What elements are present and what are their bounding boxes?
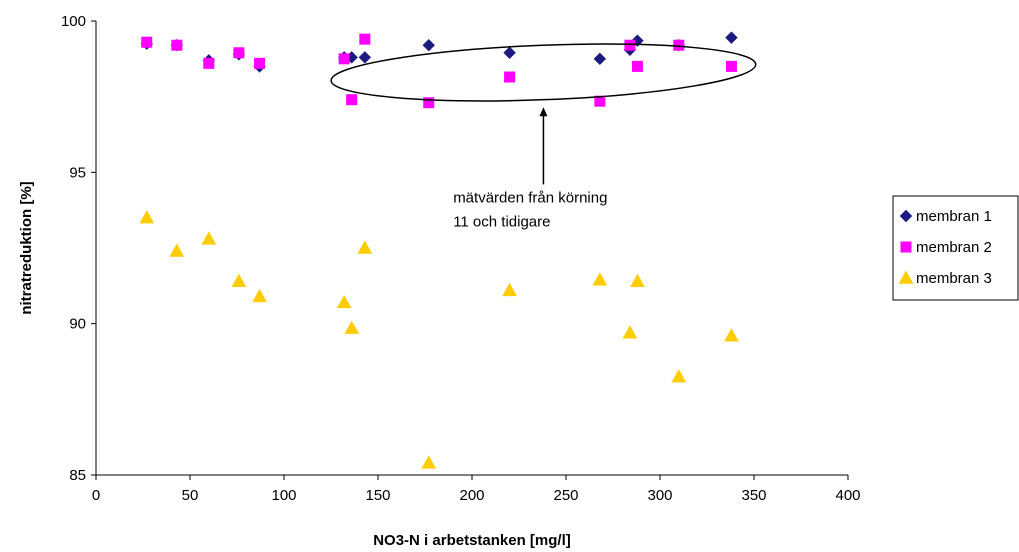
x-tick-label: 100 bbox=[271, 487, 296, 504]
x-tick-label: 200 bbox=[459, 487, 484, 504]
data-point bbox=[624, 39, 636, 51]
annotation: mätvärden från körning 11 och tidigare bbox=[330, 43, 757, 231]
data-point bbox=[671, 369, 687, 383]
x-tick-label: 400 bbox=[835, 487, 860, 504]
x-tick-label: 350 bbox=[741, 487, 766, 504]
x-tick-label: 0 bbox=[92, 487, 100, 504]
annotation-text-line: mätvärden från körning bbox=[453, 190, 607, 207]
data-point bbox=[594, 95, 606, 107]
data-point bbox=[423, 97, 435, 109]
data-point bbox=[357, 240, 373, 254]
x-tick-label: 300 bbox=[647, 487, 672, 504]
data-point bbox=[593, 52, 607, 66]
data-point bbox=[622, 325, 638, 339]
data-point bbox=[359, 33, 371, 45]
data-point bbox=[203, 57, 215, 69]
legend-label: membran 3 bbox=[916, 270, 992, 287]
data-point bbox=[233, 47, 245, 59]
data-marks bbox=[139, 31, 739, 469]
x-tick-label: 250 bbox=[553, 487, 578, 504]
data-point bbox=[630, 273, 645, 287]
data-point bbox=[724, 328, 739, 342]
data-point bbox=[338, 53, 350, 65]
y-tick-label: 90 bbox=[69, 316, 86, 333]
data-point bbox=[336, 294, 352, 309]
x-tick-label: 150 bbox=[365, 487, 390, 504]
data-point bbox=[631, 60, 643, 72]
y-axis-title: nitratreduktion [%] bbox=[18, 181, 35, 314]
x-axis-title: NO3-N i arbetstanken [mg/l] bbox=[373, 532, 571, 549]
legend-label: membran 2 bbox=[916, 239, 992, 256]
legend-box bbox=[892, 195, 1019, 301]
data-point bbox=[421, 455, 437, 469]
y-tick-label: 100 bbox=[61, 13, 86, 30]
data-point bbox=[344, 320, 360, 334]
legend-label: membran 1 bbox=[916, 208, 992, 225]
data-point bbox=[231, 273, 247, 287]
data-point bbox=[254, 57, 266, 69]
y-tick-label: 95 bbox=[69, 164, 86, 181]
data-point bbox=[725, 31, 738, 44]
data-point bbox=[169, 243, 185, 257]
annotation-text-line: 11 och tidigare bbox=[453, 214, 550, 231]
series-2 bbox=[141, 33, 737, 109]
legend-marker bbox=[899, 209, 913, 223]
legend-marker bbox=[898, 270, 914, 284]
data-point bbox=[171, 39, 183, 51]
data-point bbox=[141, 36, 153, 48]
data-point bbox=[346, 94, 358, 106]
data-point bbox=[503, 46, 516, 59]
data-point bbox=[504, 71, 516, 83]
x-tick-label: 50 bbox=[182, 487, 199, 504]
axes: 0 50 100 150 200 250 300 350 400 85 90 95 100 bbox=[61, 13, 861, 504]
series-3 bbox=[139, 210, 739, 469]
data-point bbox=[592, 272, 608, 286]
data-point bbox=[422, 39, 435, 52]
annotation-ellipse bbox=[330, 43, 757, 102]
legend: membran 1 membran 2 membran 3 bbox=[892, 195, 1019, 301]
data-point bbox=[502, 282, 517, 297]
annotation-arrow-head bbox=[539, 107, 548, 117]
data-point bbox=[252, 288, 267, 303]
data-point bbox=[201, 231, 217, 245]
legend-marker bbox=[900, 241, 912, 253]
data-point bbox=[725, 60, 737, 72]
data-point bbox=[673, 39, 685, 51]
data-point bbox=[139, 210, 155, 224]
data-point bbox=[358, 51, 372, 64]
y-tick-label: 85 bbox=[69, 467, 86, 484]
